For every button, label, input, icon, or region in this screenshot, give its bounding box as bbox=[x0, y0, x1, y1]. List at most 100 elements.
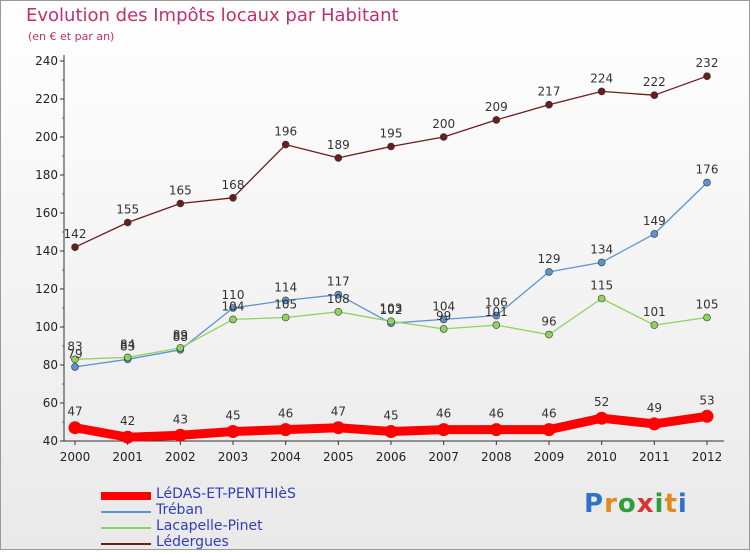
data-label: 46 bbox=[278, 407, 293, 421]
data-label: 104 bbox=[432, 299, 455, 313]
data-label: 99 bbox=[436, 309, 451, 323]
data-label: 196 bbox=[274, 125, 297, 139]
data-label: 110 bbox=[222, 288, 245, 302]
data-label: 104 bbox=[222, 299, 245, 313]
data-point bbox=[492, 311, 501, 320]
data-label: 142 bbox=[64, 227, 87, 241]
legend-label: Lédergues bbox=[156, 534, 229, 550]
y-tick-label: 240 bbox=[35, 54, 58, 68]
data-label: 101 bbox=[643, 305, 666, 319]
legend-label: LéDAS-ET-PENTHIèS bbox=[156, 486, 296, 502]
data-label: 105 bbox=[274, 298, 297, 312]
data-point bbox=[71, 243, 79, 251]
data-label: 89 bbox=[173, 328, 188, 342]
data-label: 45 bbox=[383, 409, 398, 423]
data-point bbox=[229, 304, 237, 312]
data-point bbox=[439, 133, 448, 141]
data-label: 209 bbox=[485, 100, 508, 114]
legend-label: Lacapelle-Pinet bbox=[156, 518, 263, 534]
data-point bbox=[229, 194, 237, 202]
data-label: 47 bbox=[67, 405, 82, 419]
legend-swatch bbox=[101, 511, 151, 513]
legend-item: Lédergues bbox=[101, 534, 361, 552]
logo-letter: o bbox=[617, 489, 637, 519]
x-tick-label: 2007 bbox=[428, 450, 459, 464]
x-tick-label: 2002 bbox=[165, 450, 196, 464]
data-label: 103 bbox=[380, 301, 403, 315]
legend-label: Tréban bbox=[156, 502, 203, 518]
data-label: 117 bbox=[327, 275, 350, 289]
data-label: 84 bbox=[120, 337, 135, 351]
x-tick-label: 2006 bbox=[376, 450, 407, 464]
data-point bbox=[542, 423, 556, 437]
data-point bbox=[334, 154, 343, 162]
data-point bbox=[492, 116, 501, 124]
data-label: 189 bbox=[327, 138, 350, 152]
data-point bbox=[597, 258, 606, 267]
data-point bbox=[545, 100, 553, 109]
data-point bbox=[439, 325, 448, 333]
data-point bbox=[176, 199, 185, 208]
data-label: 46 bbox=[436, 407, 451, 421]
data-label: 108 bbox=[327, 292, 350, 306]
data-label: 114 bbox=[274, 280, 297, 294]
data-label: 224 bbox=[590, 71, 613, 85]
data-label: 46 bbox=[541, 407, 556, 421]
data-point bbox=[650, 321, 659, 329]
series-line bbox=[74, 75, 708, 248]
data-point bbox=[489, 423, 503, 437]
data-label: 83 bbox=[67, 339, 82, 353]
y-tick-label: 160 bbox=[35, 206, 58, 220]
data-point bbox=[387, 142, 395, 151]
logo-letter: t bbox=[664, 489, 678, 519]
data-point bbox=[121, 430, 135, 444]
data-label: 232 bbox=[696, 56, 719, 70]
data-point bbox=[279, 423, 293, 437]
data-point bbox=[71, 363, 79, 371]
data-point bbox=[71, 355, 79, 364]
y-tick-label: 180 bbox=[35, 168, 58, 182]
x-tick-label: 2004 bbox=[270, 450, 301, 464]
y-tick-label: 60 bbox=[43, 396, 58, 410]
data-point bbox=[281, 313, 290, 322]
data-label: 79 bbox=[67, 347, 82, 361]
data-label: 96 bbox=[541, 315, 556, 329]
data-point bbox=[281, 296, 290, 305]
y-tick-label: 220 bbox=[35, 92, 58, 106]
data-label: 134 bbox=[590, 242, 613, 256]
x-tick-label: 2012 bbox=[692, 450, 723, 464]
data-label: 106 bbox=[485, 296, 508, 310]
data-point bbox=[226, 425, 240, 438]
data-label: 129 bbox=[538, 252, 561, 266]
data-label: 168 bbox=[222, 178, 245, 192]
data-label: 42 bbox=[120, 414, 135, 428]
logo-letter: i bbox=[654, 489, 665, 519]
data-label: 53 bbox=[699, 393, 714, 407]
data-label: 195 bbox=[380, 127, 403, 141]
series-line bbox=[74, 181, 708, 368]
data-point bbox=[650, 91, 659, 99]
data-point bbox=[176, 344, 185, 352]
data-point bbox=[334, 290, 343, 299]
data-point bbox=[703, 313, 711, 322]
data-point bbox=[647, 417, 661, 431]
y-tick-label: 80 bbox=[43, 358, 58, 372]
legend-item: LéDAS-ET-PENTHIèS bbox=[101, 486, 361, 504]
data-point bbox=[597, 87, 606, 96]
data-point bbox=[229, 315, 237, 324]
data-point bbox=[387, 317, 395, 326]
y-tick-label: 100 bbox=[35, 320, 58, 334]
legend-swatch bbox=[101, 527, 151, 529]
y-tick-label: 200 bbox=[35, 130, 58, 144]
data-label: 102 bbox=[380, 303, 403, 317]
data-point bbox=[281, 140, 290, 149]
data-point bbox=[595, 411, 609, 425]
data-label: 155 bbox=[116, 203, 139, 217]
data-label: 88 bbox=[173, 330, 188, 344]
legend: LéDAS-ET-PENTHIèS Tréban Lacapelle-Pinet Lé… bbox=[101, 486, 361, 552]
x-tick-label: 2001 bbox=[112, 450, 143, 464]
chart-title: Evolution des Impôts locaux par Habitant bbox=[26, 5, 399, 26]
data-label: 46 bbox=[489, 407, 504, 421]
data-label: 165 bbox=[169, 184, 192, 198]
